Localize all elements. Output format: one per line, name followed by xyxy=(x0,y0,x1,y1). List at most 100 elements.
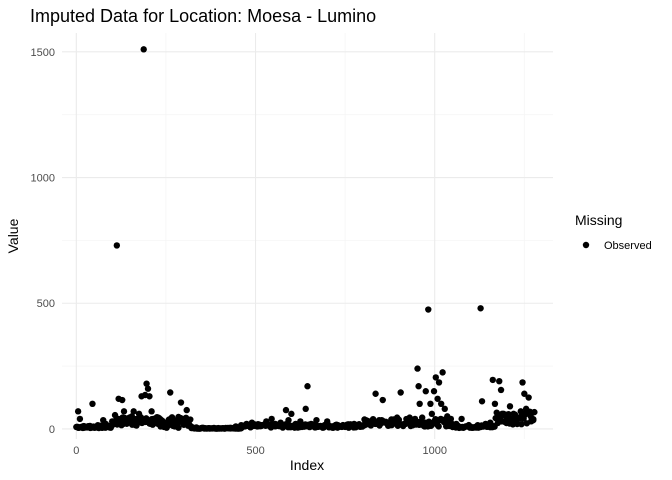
data-point xyxy=(494,413,501,420)
data-point xyxy=(422,388,429,395)
plot-panel xyxy=(62,33,553,439)
data-point xyxy=(297,418,304,425)
data-point xyxy=(140,46,147,53)
data-point xyxy=(340,423,347,430)
data-point xyxy=(518,420,525,428)
data-point xyxy=(491,400,499,408)
data-point xyxy=(133,415,140,423)
data-point xyxy=(183,406,190,414)
data-point xyxy=(302,405,309,413)
y-tick-label: 1000 xyxy=(31,173,55,185)
data-point xyxy=(430,388,438,395)
data-point xyxy=(447,415,455,423)
data-point xyxy=(307,420,315,428)
data-point xyxy=(458,415,465,423)
data-point xyxy=(356,423,363,430)
data-point xyxy=(268,415,275,423)
data-point xyxy=(324,418,331,425)
data-point xyxy=(487,419,494,426)
x-axis-title: Index xyxy=(290,457,324,473)
data-point xyxy=(469,424,476,431)
y-tick-label: 0 xyxy=(49,424,55,436)
chart-title: Imputed Data for Location: Moesa - Lumin… xyxy=(30,6,376,26)
data-point xyxy=(227,425,234,432)
data-point xyxy=(414,365,421,372)
data-point xyxy=(232,423,240,430)
data-point xyxy=(248,419,256,426)
data-point xyxy=(334,421,342,429)
data-point xyxy=(361,421,369,429)
data-point xyxy=(463,423,471,430)
data-point xyxy=(519,379,526,386)
x-tick-label: 500 xyxy=(246,445,264,457)
y-axis-title: Value xyxy=(5,218,21,253)
data-point xyxy=(437,400,445,408)
data-point xyxy=(432,374,440,381)
data-point xyxy=(144,385,152,392)
data-point xyxy=(510,410,517,418)
data-point xyxy=(441,405,448,413)
data-point xyxy=(388,421,395,429)
data-point xyxy=(169,418,176,425)
data-point xyxy=(397,389,404,396)
data-point xyxy=(89,400,96,408)
data-point xyxy=(205,424,213,432)
data-point xyxy=(263,418,270,425)
data-point xyxy=(372,390,379,397)
data-point xyxy=(453,420,460,428)
data-point xyxy=(243,420,250,428)
data-point xyxy=(416,400,423,408)
data-point xyxy=(350,420,358,428)
data-point xyxy=(375,416,383,424)
data-point xyxy=(143,380,150,387)
data-point xyxy=(521,390,528,397)
data-point xyxy=(120,408,128,415)
data-point xyxy=(411,415,419,423)
data-point xyxy=(146,393,153,400)
data-point xyxy=(522,405,530,413)
data-point xyxy=(285,416,292,424)
data-point xyxy=(434,395,441,402)
data-point xyxy=(531,408,538,416)
data-point xyxy=(506,403,514,410)
data-point xyxy=(513,415,521,423)
data-point xyxy=(277,419,284,426)
data-point xyxy=(435,423,442,430)
data-point xyxy=(383,419,390,426)
legend: Missing Observed xyxy=(575,212,652,252)
data-point xyxy=(329,424,336,431)
data-point xyxy=(177,399,185,406)
data-point xyxy=(517,408,524,415)
data-point xyxy=(435,379,443,386)
data-point xyxy=(97,423,104,430)
data-point xyxy=(257,421,265,429)
data-point xyxy=(379,396,386,404)
data-point xyxy=(135,410,143,418)
data-point xyxy=(187,416,194,423)
y-tick-label: 1500 xyxy=(31,47,55,59)
data-point xyxy=(497,386,505,394)
data-point xyxy=(237,421,245,429)
data-point xyxy=(418,414,426,421)
data-point xyxy=(193,424,200,431)
data-point xyxy=(496,377,503,385)
data-point xyxy=(116,418,124,425)
data-point xyxy=(427,400,434,408)
data-point xyxy=(175,424,182,431)
data-point xyxy=(503,414,510,421)
legend-label-observed: Observed xyxy=(604,240,652,252)
data-point xyxy=(393,414,401,421)
legend-key-observed xyxy=(582,241,590,249)
legend-title: Missing xyxy=(575,212,622,228)
data-point xyxy=(130,408,137,415)
data-point xyxy=(76,415,84,423)
data-point xyxy=(119,396,126,404)
data-point xyxy=(318,423,326,430)
data-point xyxy=(489,376,496,384)
data-point xyxy=(180,418,188,425)
data-point xyxy=(288,410,295,418)
data-point xyxy=(198,424,205,432)
data-point xyxy=(477,305,484,312)
data-point xyxy=(313,416,320,424)
